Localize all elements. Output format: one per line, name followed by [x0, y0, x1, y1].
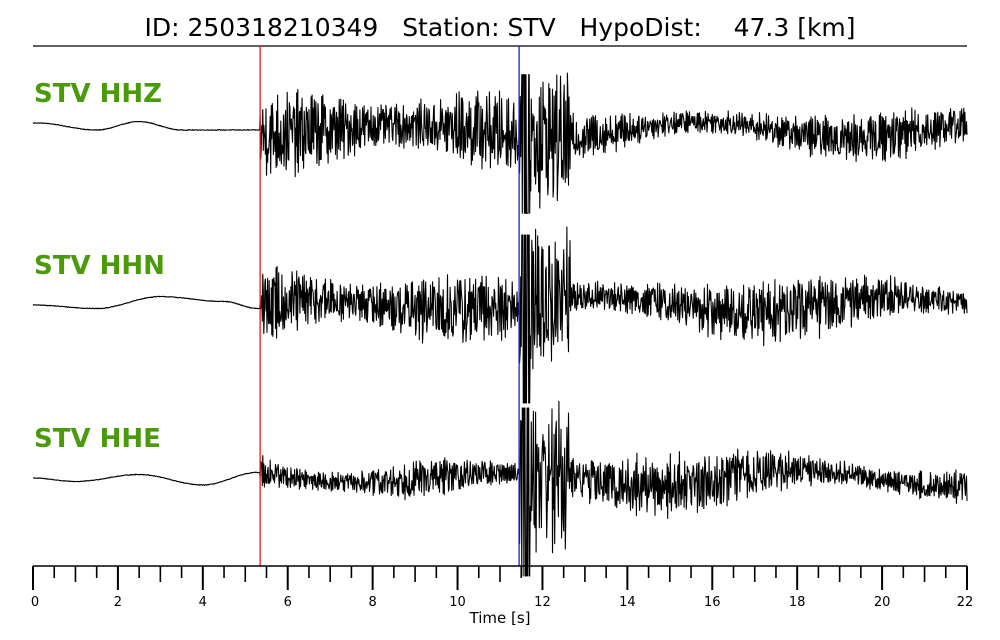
tick-label-14: 14 [619, 595, 636, 610]
tick-label-16: 16 [704, 595, 721, 610]
title-station-label: Station: [402, 13, 499, 42]
chart-title: ID: 250318210349 Station: STV HypoDist: … [144, 13, 855, 42]
title-station-value: STV [507, 13, 555, 42]
tick-label-0: 0 [31, 595, 39, 610]
trace-label-hhn: STV HHN [34, 251, 165, 281]
trace-waveform-hhn [32, 226, 968, 404]
title-hypodist-value: 47.3 [734, 13, 790, 42]
tick-label-6: 6 [284, 595, 292, 610]
trace-waveform-hhz [32, 72, 968, 214]
axis-ticks [32, 566, 968, 590]
tick-label-10: 10 [449, 595, 466, 610]
tick-label-4: 4 [199, 595, 207, 610]
tick-label-2: 2 [114, 595, 122, 610]
trace-waveform-hhe [32, 400, 968, 577]
tick-label-20: 20 [874, 595, 891, 610]
title-hypodist-unit: [km] [797, 13, 855, 42]
tick-label-18: 18 [789, 595, 806, 610]
traces-layer [32, 72, 968, 577]
trace-label-hhz: STV HHZ [34, 79, 162, 109]
tick-label-8: 8 [368, 595, 376, 610]
title-id-value: 250318210349 [187, 13, 378, 42]
x-axis-label: Time [s] [469, 609, 531, 627]
title-id-label: ID: [144, 13, 179, 42]
time-axis: 0 2 4 6 8 10 12 14 16 18 20 22 Time [s] [31, 565, 974, 627]
title-hypodist-label: HypoDist: [580, 13, 702, 42]
tick-label-22: 22 [957, 595, 974, 610]
tick-label-12: 12 [534, 595, 551, 610]
trace-label-hhe: STV HHE [34, 424, 161, 454]
